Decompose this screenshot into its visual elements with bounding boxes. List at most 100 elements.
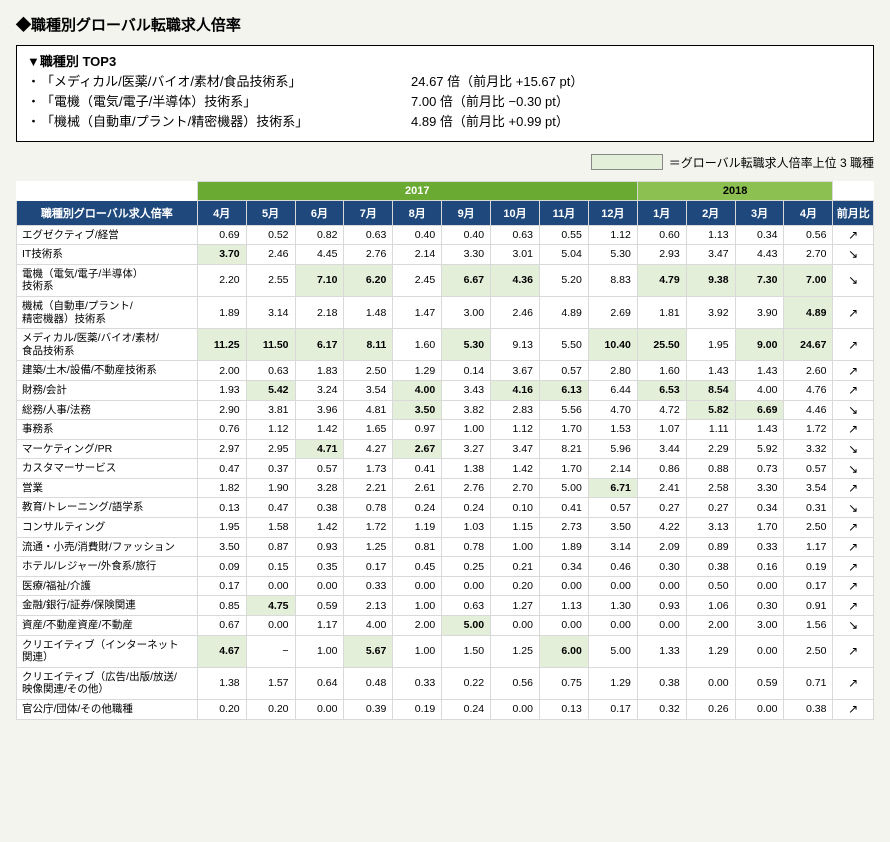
month-header: 11月 xyxy=(539,200,588,225)
value-cell: 0.63 xyxy=(491,225,540,245)
category-cell: IT技術系 xyxy=(17,245,198,265)
trend-arrow: ↗ xyxy=(833,635,874,667)
value-cell: 5.56 xyxy=(539,400,588,420)
table-row: 金融/銀行/証券/保険関連0.854.750.592.131.000.631.2… xyxy=(17,596,874,616)
value-cell: 2.69 xyxy=(588,296,637,328)
value-cell: 0.00 xyxy=(295,700,344,720)
value-cell: 8.21 xyxy=(539,439,588,459)
value-cell: 3.00 xyxy=(735,616,784,636)
trend-arrow: ↗ xyxy=(833,667,874,699)
value-cell: 4.89 xyxy=(784,296,833,328)
value-cell: 0.88 xyxy=(686,459,735,479)
value-cell: 2.00 xyxy=(393,616,442,636)
value-cell: 1.70 xyxy=(735,518,784,538)
value-cell: 3.50 xyxy=(393,400,442,420)
value-cell: 1.29 xyxy=(393,361,442,381)
value-cell: 0.59 xyxy=(295,596,344,616)
value-cell: 1.33 xyxy=(637,635,686,667)
value-cell: 0.00 xyxy=(588,576,637,596)
value-cell: 0.00 xyxy=(735,700,784,720)
value-cell: 0.20 xyxy=(197,700,246,720)
value-cell: 0.87 xyxy=(246,537,295,557)
value-cell: 3.43 xyxy=(442,380,491,400)
category-cell: 金融/銀行/証券/保険関連 xyxy=(17,596,198,616)
value-cell: 0.19 xyxy=(393,700,442,720)
value-cell: 4.70 xyxy=(588,400,637,420)
value-cell: 3.90 xyxy=(735,296,784,328)
value-cell: 0.13 xyxy=(539,700,588,720)
table-row: コンサルティング1.951.581.421.721.191.031.152.73… xyxy=(17,518,874,538)
value-cell: 1.60 xyxy=(637,361,686,381)
value-cell: 5.50 xyxy=(539,329,588,361)
value-cell: 1.65 xyxy=(344,420,393,440)
value-cell: 1.43 xyxy=(735,420,784,440)
trend-arrow: ↗ xyxy=(833,576,874,596)
value-cell: 0.17 xyxy=(784,576,833,596)
table-row: 資産/不動産資産/不動産0.670.001.174.002.005.000.00… xyxy=(17,616,874,636)
value-cell: 1.53 xyxy=(588,420,637,440)
value-cell: 5.96 xyxy=(588,439,637,459)
value-cell: 3.30 xyxy=(442,245,491,265)
value-cell: 1.89 xyxy=(197,296,246,328)
value-cell: 1.90 xyxy=(246,478,295,498)
value-cell: 0.19 xyxy=(784,557,833,577)
value-cell: 0.30 xyxy=(735,596,784,616)
top3-name: 「電機（電気/電子/半導体）技術系」 xyxy=(41,92,411,112)
value-cell: 1.42 xyxy=(491,459,540,479)
value-cell: 0.38 xyxy=(686,557,735,577)
top3-name: 「メディカル/医薬/バイオ/素材/食品技術系」 xyxy=(41,72,411,92)
value-cell: 0.14 xyxy=(442,361,491,381)
category-cell: 医療/福祉/介護 xyxy=(17,576,198,596)
value-cell: 0.59 xyxy=(735,667,784,699)
value-cell: 1.00 xyxy=(295,635,344,667)
value-cell: 1.42 xyxy=(295,518,344,538)
category-cell: メディカル/医薬/バイオ/素材/食品技術系 xyxy=(17,329,198,361)
value-cell: 2.55 xyxy=(246,264,295,296)
value-cell: 0.25 xyxy=(442,557,491,577)
trend-arrow: ↘ xyxy=(833,498,874,518)
value-cell: 0.15 xyxy=(246,557,295,577)
value-cell: 3.44 xyxy=(637,439,686,459)
value-cell: 0.47 xyxy=(246,498,295,518)
value-cell: 0.56 xyxy=(491,667,540,699)
category-cell: 機械（自動車/プラント/精密機器）技術系 xyxy=(17,296,198,328)
value-cell: 0.24 xyxy=(393,498,442,518)
top3-value: 4.89 倍（前月比 +0.99 pt） xyxy=(411,112,569,132)
value-cell: 1.58 xyxy=(246,518,295,538)
trend-arrow: ↗ xyxy=(833,420,874,440)
trend-arrow: ↗ xyxy=(833,225,874,245)
value-cell: 0.09 xyxy=(197,557,246,577)
value-cell: 5.04 xyxy=(539,245,588,265)
value-cell: 0.50 xyxy=(686,576,735,596)
value-cell: 0.56 xyxy=(784,225,833,245)
value-cell: 0.34 xyxy=(735,498,784,518)
value-cell: 2.18 xyxy=(295,296,344,328)
value-cell: 4.76 xyxy=(784,380,833,400)
value-cell: 4.00 xyxy=(344,616,393,636)
value-cell: 1.11 xyxy=(686,420,735,440)
value-cell: 7.10 xyxy=(295,264,344,296)
value-cell: 0.57 xyxy=(588,498,637,518)
value-cell: 3.82 xyxy=(442,400,491,420)
value-cell: 0.85 xyxy=(197,596,246,616)
value-cell: 5.00 xyxy=(442,616,491,636)
value-cell: 2.76 xyxy=(442,478,491,498)
trend-arrow: ↗ xyxy=(833,700,874,720)
value-cell: 6.67 xyxy=(442,264,491,296)
value-cell: 0.26 xyxy=(686,700,735,720)
trend-arrow: ↗ xyxy=(833,478,874,498)
value-cell: 0.17 xyxy=(344,557,393,577)
value-cell: 2.00 xyxy=(686,616,735,636)
value-cell: 5.30 xyxy=(442,329,491,361)
trend-arrow: ↗ xyxy=(833,296,874,328)
value-cell: 3.50 xyxy=(588,518,637,538)
value-cell: 0.33 xyxy=(735,537,784,557)
month-header: 4月 xyxy=(197,200,246,225)
value-cell: 0.45 xyxy=(393,557,442,577)
value-cell: 3.47 xyxy=(491,439,540,459)
top3-value: 24.67 倍（前月比 +15.67 pt） xyxy=(411,72,583,92)
value-cell: 2.46 xyxy=(491,296,540,328)
category-cell: 営業 xyxy=(17,478,198,498)
value-cell: 1.07 xyxy=(637,420,686,440)
value-cell: 0.20 xyxy=(246,700,295,720)
